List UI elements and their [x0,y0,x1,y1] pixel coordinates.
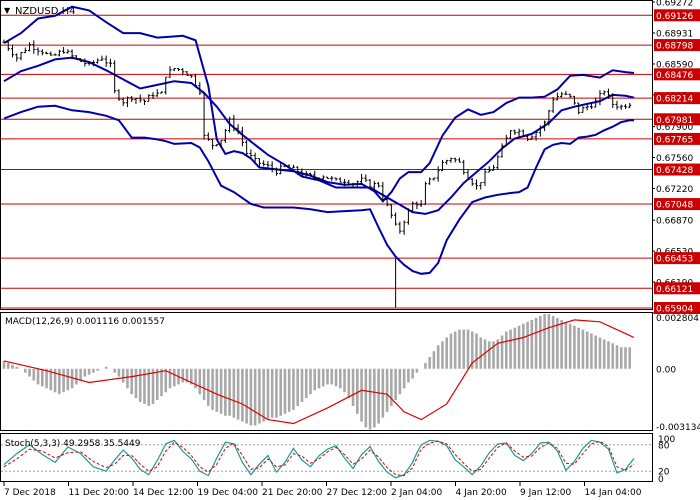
bollinger-lower [3,104,634,275]
time-tick-label: 21 Dec 20:00 [262,488,323,498]
time-tick-label: 4 Jan 20:00 [456,488,508,498]
macd-tick-label: 0.00 [656,365,676,375]
level-label-box [654,113,700,126]
bollinger-middle [3,56,635,215]
price-tick-label: 0.69272 [656,0,693,9]
stochastic-panel[interactable]: Stoch(5,3,3) 49.2958 35.5449 [0,433,653,482]
level-label-box [654,252,700,265]
level-label-box [654,163,700,176]
price-bars [2,39,632,308]
price-tick-label: 0.66870 [656,217,693,227]
price-tick-label: 0.68590 [656,60,693,70]
level-label: 0.68214 [656,95,693,105]
stochastic-panel-frame [0,433,653,482]
stochastic-levels [1,444,652,472]
time-tick-label: 11 Dec 20:00 [69,488,130,498]
stochastic-main-line [3,439,635,479]
price-level-lines [1,14,652,309]
chart-title: NZDUSD,H4 [15,6,75,17]
price-panel-frame [0,0,653,310]
stochastic-tick-label: 100 [658,435,675,445]
macd-panel-frame [0,312,653,431]
stochastic-title: Stoch(5,3,3) 49.2958 35.5449 [5,439,141,449]
level-label-box [654,39,700,52]
level-label-box [654,92,700,105]
symbol-triangle-icon: ▼ [4,6,11,15]
time-tick-label: 14 Jan 04:00 [585,488,642,498]
time-axis: 7 Dec 2018 11 Dec 20:00 14 Dec 12:00 19 Dec… [3,482,642,498]
time-tick-label: 14 Dec 12:00 [133,488,194,498]
level-label: 0.66453 [656,255,693,265]
level-label-box [654,198,700,211]
level-label: 0.69126 [656,12,693,22]
time-tick-label: 2 Jan 04:00 [391,488,443,498]
stochastic-lines [3,439,635,479]
level-label: 0.65904 [656,305,693,315]
macd-signal-line [3,319,635,425]
level-label: 0.67765 [656,135,693,145]
level-label-box [654,9,700,22]
macd-tick-label: 0.002804 [656,314,699,324]
level-label: 0.68798 [656,42,693,52]
price-tick-label: 0.67560 [656,154,693,164]
level-label-box [654,282,700,295]
time-tick-label: 19 Dec 04:00 [198,488,259,498]
level-label: 0.66121 [656,285,693,295]
time-tick-label: 9 Jan 12:00 [520,488,572,498]
macd-histogram [2,314,632,430]
price-tick-label: 0.67220 [656,185,693,195]
level-label-box [654,68,700,81]
level-label: 0.67981 [656,116,693,126]
price-tick-label: 0.67900 [656,123,693,133]
macd-axis: 0.002804 0.00 -0.003134 [656,314,700,433]
price-panel[interactable]: NZDUSD,H4 ▼ [0,0,653,310]
macd-title: MACD(12,26,9) 0.001116 0.001557 [5,317,165,327]
stochastic-tick-label: 0 [658,475,664,485]
level-label: 0.67048 [656,201,693,211]
macd-tick-label: -0.003134 [656,423,700,433]
stochastic-signal-line [3,440,635,477]
price-tick-label: 0.68931 [656,29,693,39]
stochastic-tick-label: 80 [658,441,670,451]
level-label: 0.68476 [656,71,693,81]
macd-panel[interactable]: MACD(12,26,9) 0.001116 0.001557 [0,312,653,431]
level-label-box [654,302,700,314]
level-label: 0.67428 [656,166,693,176]
macd-signal [3,319,635,425]
stochastic-tick-label: 20 [658,468,670,478]
level-labels: 0.69126 0.68798 0.68476 0.68214 0.67981 0.677… [654,9,700,315]
level-label-box [654,132,700,145]
time-tick-label: 27 Dec 12:00 [327,488,388,498]
time-tick-label: 7 Dec 2018 [4,488,56,498]
